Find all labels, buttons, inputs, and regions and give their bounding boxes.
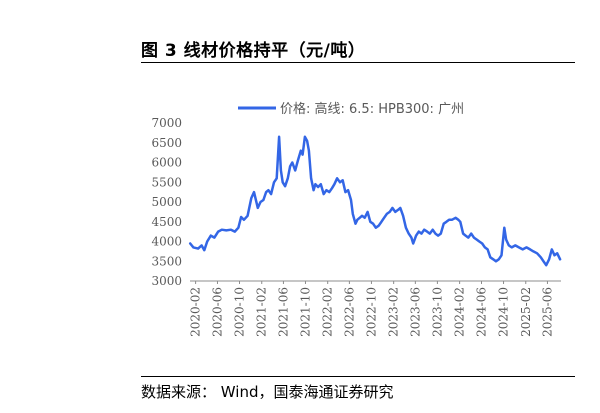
- y-tick-label: 3000: [151, 274, 182, 288]
- y-axis: 3000 3500 4000 4500 5000 5500 6000 6500 7000: [151, 116, 182, 288]
- x-tick-label: 2024-06: [474, 287, 488, 337]
- source-note: 数据来源： Wind，国泰海通证券研究: [141, 383, 394, 401]
- y-tick-label: 6500: [151, 136, 182, 150]
- legend-label: 价格: 高线: 6.5: HPB300: 广州: [280, 101, 464, 117]
- x-tick-label: 2024-02: [453, 287, 467, 337]
- x-tick-label: 2023-02: [387, 287, 401, 337]
- x-tick-label: 2021-02: [255, 287, 269, 337]
- x-tick-label: 2020-02: [189, 287, 203, 337]
- plot-area: [188, 135, 562, 267]
- y-tick-label: 4500: [151, 215, 182, 229]
- y-tick-label: 5000: [151, 195, 182, 209]
- x-tick-label: 2022-06: [342, 287, 356, 337]
- x-axis: 2020-02 2020-06 2020-10 2021-02 2021-06 2021-…: [189, 280, 561, 337]
- x-tick-label: 2020-10: [233, 287, 247, 337]
- x-tick-label: 2025-06: [540, 287, 554, 337]
- x-tick-label: 2023-10: [430, 287, 444, 337]
- y-tick-label: 6000: [151, 156, 182, 170]
- legend: 价格: 高线: 6.5: HPB300: 广州: [238, 101, 464, 117]
- figure-title: 图 3 线材价格持平（元/吨）: [141, 41, 366, 61]
- x-tick-label: 2022-02: [321, 287, 335, 337]
- y-tick-label: 7000: [151, 116, 182, 130]
- y-tick-label: 5500: [151, 175, 182, 189]
- x-tick-label: 2024-10: [497, 287, 511, 337]
- x-tick-label: 2020-06: [210, 287, 224, 337]
- title-rule: [141, 62, 575, 63]
- source-rule: [141, 376, 575, 377]
- series-line: [188, 135, 562, 267]
- x-tick-label: 2021-06: [276, 287, 290, 337]
- x-tick-label: 2022-10: [364, 287, 378, 337]
- x-tick-label: 2021-10: [298, 287, 312, 337]
- x-tick-label: 2025-02: [519, 287, 533, 337]
- y-tick-label: 3500: [151, 254, 182, 268]
- x-tick-label: 2023-06: [408, 287, 422, 337]
- y-tick-label: 4000: [151, 235, 182, 249]
